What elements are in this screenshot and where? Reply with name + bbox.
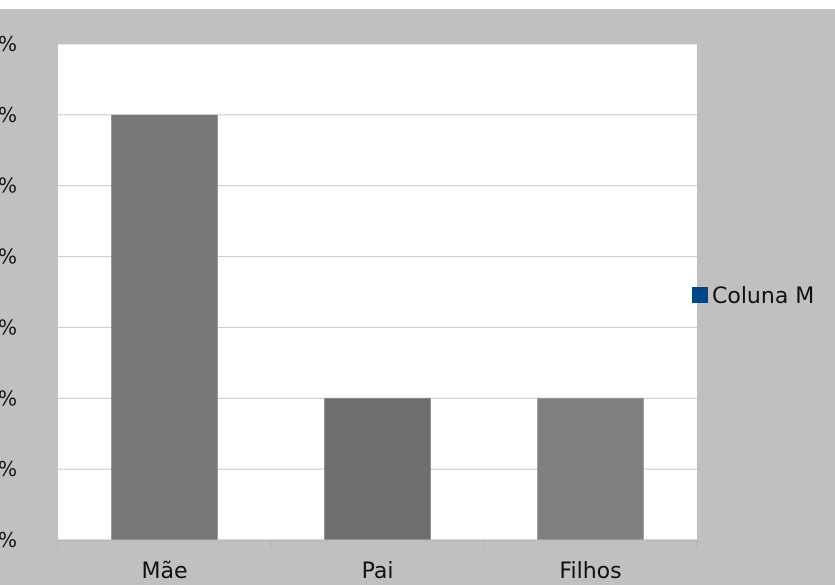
y-tick-label-0: % <box>0 528 17 552</box>
y-tick-label-10: % <box>0 457 17 481</box>
bar-1 <box>324 398 431 540</box>
x-tick-label-2: Filhos <box>559 559 621 584</box>
x-tick-label-0: Mãe <box>142 559 188 584</box>
y-tick-label-30: % <box>0 315 17 339</box>
y-tick-label-50: % <box>0 174 17 198</box>
x-tick-label-1: Pai <box>362 559 394 584</box>
x-axis <box>57 539 698 549</box>
y-tick-labels: %%%%%%%% <box>0 32 17 552</box>
bar-0 <box>111 114 218 540</box>
legend-marker-coluna-m <box>692 287 708 303</box>
bars <box>111 114 644 540</box>
y-tick-label-60: % <box>0 103 17 127</box>
bar-2 <box>537 398 644 540</box>
y-tick-label-70: % <box>0 32 17 56</box>
y-tick-label-20: % <box>0 386 17 410</box>
legend-label-coluna-m: Coluna M <box>712 284 814 309</box>
legend: Coluna M <box>692 284 814 309</box>
y-tick-label-40: % <box>0 245 17 269</box>
x-tick-labels: Mãe Pai Filhos <box>142 559 622 584</box>
